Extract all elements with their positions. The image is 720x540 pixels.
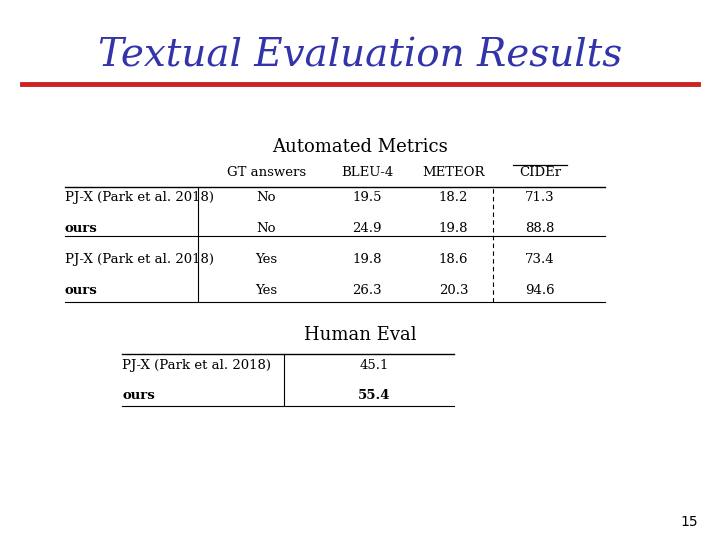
Text: 24.9: 24.9 [353, 222, 382, 235]
Text: Automated Metrics: Automated Metrics [272, 138, 448, 156]
Text: 94.6: 94.6 [525, 284, 555, 296]
Text: PJ-X (Park et al. 2018): PJ-X (Park et al. 2018) [65, 253, 214, 266]
Text: METEOR: METEOR [423, 166, 485, 179]
Text: 19.8: 19.8 [439, 222, 468, 235]
Text: 18.6: 18.6 [439, 253, 468, 266]
Text: Textual Evaluation Results: Textual Evaluation Results [98, 38, 622, 75]
Text: PJ-X (Park et al. 2018): PJ-X (Park et al. 2018) [122, 359, 271, 372]
Text: 55.4: 55.4 [358, 389, 391, 402]
Text: ours: ours [65, 284, 97, 296]
Text: 20.3: 20.3 [439, 284, 468, 296]
Text: Human Eval: Human Eval [304, 326, 416, 345]
Text: Yes: Yes [256, 284, 277, 296]
Text: GT answers: GT answers [227, 166, 306, 179]
Text: No: No [256, 191, 276, 204]
Text: 45.1: 45.1 [360, 359, 389, 372]
Text: 15: 15 [681, 515, 698, 529]
Text: 18.2: 18.2 [439, 191, 468, 204]
Text: Yes: Yes [256, 253, 277, 266]
Text: ours: ours [65, 222, 97, 235]
Text: 26.3: 26.3 [352, 284, 382, 296]
Text: 73.4: 73.4 [525, 253, 555, 266]
Text: 71.3: 71.3 [525, 191, 555, 204]
Text: ours: ours [122, 389, 155, 402]
Text: 88.8: 88.8 [526, 222, 554, 235]
Text: 19.8: 19.8 [353, 253, 382, 266]
Text: No: No [256, 222, 276, 235]
Text: CIDEr: CIDEr [519, 166, 561, 179]
Text: BLEU-4: BLEU-4 [341, 166, 393, 179]
Text: 19.5: 19.5 [353, 191, 382, 204]
Text: PJ-X (Park et al. 2018): PJ-X (Park et al. 2018) [65, 191, 214, 204]
